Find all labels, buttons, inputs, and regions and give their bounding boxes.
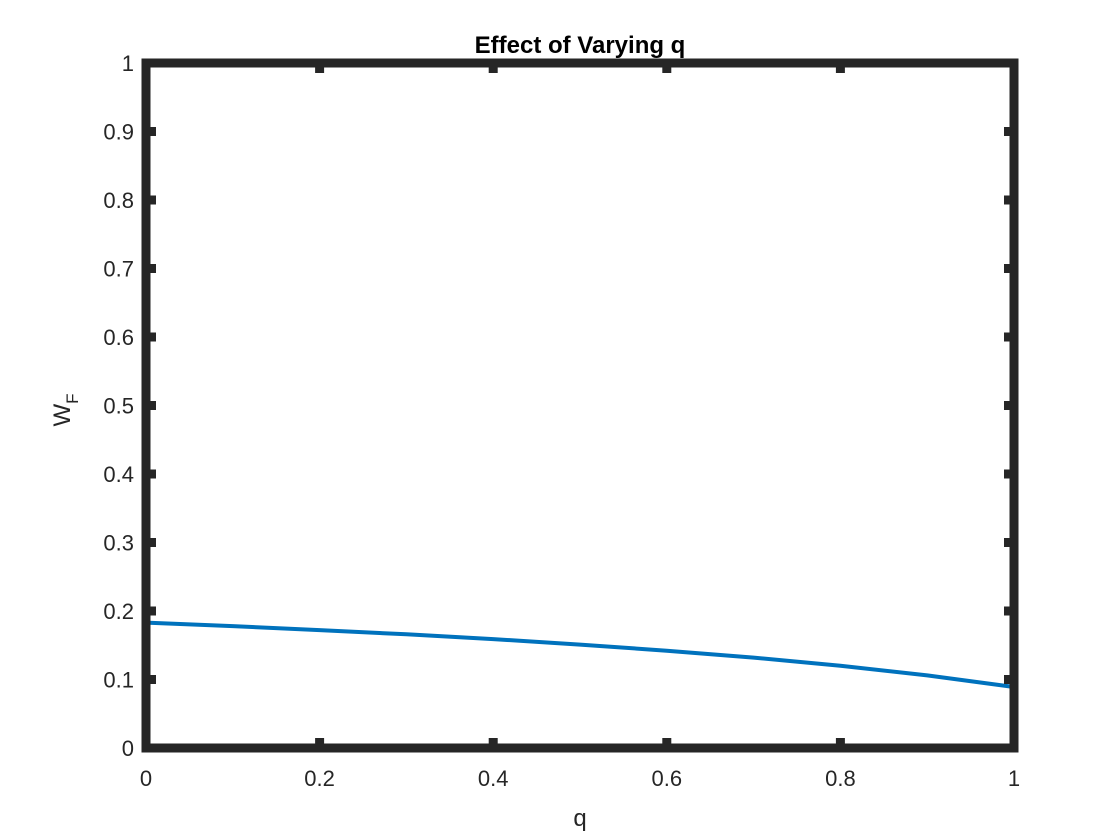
y-axis-title-main: W — [49, 404, 76, 427]
tick-labels-layer: 0 0.2 0.4 0.6 0.8 1 0 0.1 0.2 0.3 0.4 0.5 0.6 0.7 0.8 0… — [103, 51, 1020, 791]
x-tick-label: 0.6 — [652, 766, 683, 791]
y-axis-title-group: WF — [49, 393, 82, 426]
x-tick-label: 0.2 — [304, 766, 335, 791]
x-tick-label: 1 — [1008, 766, 1020, 791]
y-axis-title: WF — [49, 393, 82, 426]
x-tick-label: 0.8 — [825, 766, 856, 791]
y-tick-label: 0.2 — [103, 599, 134, 624]
plot-area-background — [146, 63, 1014, 748]
axes-box — [141, 58, 1019, 753]
x-tick-label: 0 — [140, 766, 152, 791]
series-layer — [145, 620, 1015, 690]
series-line-0 — [145, 620, 1015, 690]
y-tick-label: 0.9 — [103, 120, 134, 145]
y-tick-label: 0.5 — [103, 394, 134, 419]
y-tick-label: 0.3 — [103, 531, 134, 556]
y-tick-label: 0.8 — [103, 188, 134, 213]
x-axis-title: q — [573, 805, 586, 832]
y-tick-label: 0.4 — [103, 462, 134, 487]
y-tick-label: 1 — [122, 51, 134, 76]
y-tick-label: 0.7 — [103, 257, 134, 282]
y-axis-title-subscript: F — [63, 393, 82, 403]
x-tick-label: 0.4 — [478, 766, 509, 791]
y-tick-label: 0 — [122, 736, 134, 761]
y-tick-label: 0.6 — [103, 325, 134, 350]
chart-title: Effect of Varying q — [475, 32, 686, 59]
y-tick-label: 0.1 — [103, 668, 134, 693]
